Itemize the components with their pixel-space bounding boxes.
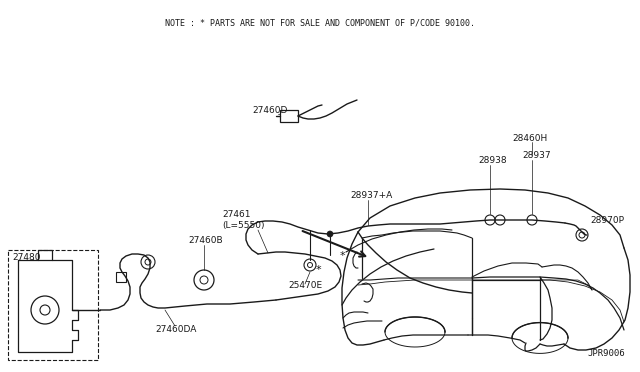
Bar xyxy=(8,250,98,360)
Text: 28970P: 28970P xyxy=(590,215,624,224)
Text: *: * xyxy=(315,265,321,275)
Text: NOTE : * PARTS ARE NOT FOR SALE AND COMPONENT OF P/CODE 90100.: NOTE : * PARTS ARE NOT FOR SALE AND COMP… xyxy=(165,18,475,27)
Text: *: * xyxy=(339,251,345,261)
Text: 28937: 28937 xyxy=(522,151,550,160)
Text: 25470E: 25470E xyxy=(288,282,322,291)
Circle shape xyxy=(327,231,333,237)
Text: 28460H: 28460H xyxy=(512,134,547,142)
Text: 27460D: 27460D xyxy=(252,106,287,115)
Text: 27460B: 27460B xyxy=(188,235,223,244)
Text: 27480: 27480 xyxy=(12,253,40,263)
Bar xyxy=(116,272,126,282)
Text: 27461: 27461 xyxy=(222,209,250,218)
Text: 27460DA: 27460DA xyxy=(155,326,196,334)
Text: 28938: 28938 xyxy=(478,155,507,164)
Text: (L=5550): (L=5550) xyxy=(222,221,264,230)
Text: 28937+A: 28937+A xyxy=(350,190,392,199)
Text: JPR9006: JPR9006 xyxy=(588,349,625,358)
Bar xyxy=(280,110,298,122)
